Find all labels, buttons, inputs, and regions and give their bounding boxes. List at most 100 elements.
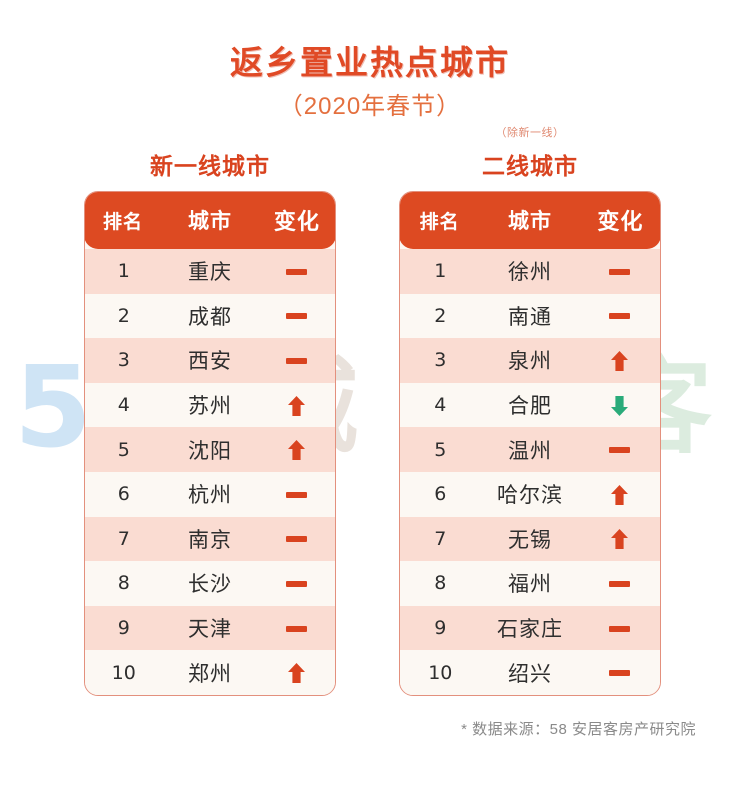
table-row: 5 温州: [400, 427, 660, 472]
dash-flat-icon: [285, 268, 307, 275]
arrow-up-icon: [611, 484, 629, 505]
dash-flat-icon: [285, 357, 307, 364]
cell-city: 苏州: [188, 395, 232, 419]
table-row: 10 郑州: [85, 650, 335, 695]
cell-change: [258, 304, 336, 328]
cell-rank: 7: [434, 527, 447, 550]
dash-flat-icon: [285, 313, 307, 320]
cell-change: [258, 393, 336, 417]
cell-rank: 5: [434, 438, 447, 461]
cell-city: 石家庄: [496, 618, 563, 642]
cell-rank: 8: [434, 572, 447, 595]
cell-rank: 8: [117, 572, 130, 595]
cell-rank: 1: [434, 260, 447, 283]
table-header-row: 排名 城市 变化: [85, 192, 335, 249]
cell-city: 杭州: [188, 484, 232, 508]
table-row: 9 石家庄: [400, 605, 660, 651]
dash-flat-icon: [609, 447, 631, 454]
table-row: 8 长沙: [85, 561, 335, 606]
table-row: 3 西安: [85, 338, 335, 383]
cell-rank: 6: [434, 483, 447, 506]
cell-rank: 9: [117, 617, 130, 640]
cell-city: 长沙: [188, 573, 232, 597]
cell-change: [258, 616, 336, 640]
cell-change: [258, 571, 336, 595]
dash-flat-icon: [285, 491, 307, 498]
cell-change: [579, 259, 660, 283]
table-row: 7 南京: [85, 516, 336, 562]
cell-change: [258, 438, 336, 462]
section-heading-new-first-tier: 新一线城市: [150, 153, 270, 179]
page-subtitle: （2020年春节）: [278, 93, 462, 120]
cell-city: 南京: [188, 528, 232, 552]
column-header-rank: 排名: [103, 210, 144, 233]
dash-flat-icon: [285, 580, 307, 587]
cell-change: [579, 527, 660, 551]
column-header-city: 城市: [187, 210, 232, 233]
cell-change: [258, 527, 336, 551]
column-header-rank: 排名: [419, 210, 460, 233]
dash-flat-icon: [609, 268, 631, 275]
cell-change: [579, 661, 660, 685]
table-row: 3 泉州: [400, 338, 660, 383]
arrow-up-icon: [611, 350, 629, 371]
ranking-card-second-tier: 排名 城市 变化 1 徐州 2 南通 3 泉州 4 合肥 5 温州 6 哈尔滨 7 无锡 8 福州 9 石家庄 10…: [399, 191, 661, 696]
arrow-up-icon: [287, 395, 305, 416]
cell-rank: 3: [117, 349, 130, 372]
cell-change: [579, 571, 660, 595]
cell-rank: 7: [117, 527, 130, 550]
table-row: 10 绍兴: [400, 650, 660, 695]
cell-rank: 10: [428, 661, 453, 684]
dash-flat-icon: [285, 536, 307, 543]
cell-city: 南通: [507, 305, 552, 329]
cell-city: 温州: [507, 439, 552, 463]
cell-city: 泉州: [507, 350, 552, 374]
cell-rank: 4: [434, 394, 447, 417]
cell-change: [258, 259, 336, 283]
cell-city: 郑州: [188, 662, 232, 686]
table-row: 6 杭州: [85, 471, 336, 517]
cell-rank: 2: [117, 304, 130, 327]
cell-city: 哈尔滨: [496, 484, 563, 508]
arrow-up-icon: [287, 440, 305, 461]
table-row: 2 成都: [85, 293, 336, 339]
section-note-second-tier: （除新一线）: [495, 127, 565, 139]
cell-city: 无锡: [507, 528, 552, 552]
column-header-city: 城市: [507, 210, 552, 233]
table-row: 4 苏州: [85, 382, 336, 428]
cell-city: 绍兴: [507, 662, 552, 686]
table-body-second-tier: 1 徐州 2 南通 3 泉州 4 合肥 5 温州 6 哈尔滨 7 无锡 8 福州 9 石家庄 10 绍兴: [400, 249, 660, 695]
cell-rank: 4: [117, 394, 130, 417]
section-heading-second-tier: 二线城市: [482, 153, 578, 179]
cell-rank: 2: [434, 304, 447, 327]
dash-flat-icon: [609, 580, 631, 587]
table-row: 4 合肥: [400, 382, 660, 428]
column-header-change: 变化: [597, 209, 644, 234]
cell-city: 西安: [188, 350, 232, 374]
cell-city: 重庆: [188, 261, 232, 285]
arrow-up-icon: [611, 529, 629, 550]
table-header-row: 排名 城市 变化: [400, 192, 660, 249]
cell-city: 福州: [507, 573, 552, 597]
cell-change: [579, 348, 660, 372]
cell-rank: 6: [117, 483, 130, 506]
dash-flat-icon: [285, 625, 307, 632]
table-row: 5 沈阳: [85, 427, 335, 472]
table-row: 7 无锡: [400, 516, 660, 562]
cell-change: [258, 482, 336, 506]
dash-flat-icon: [609, 670, 631, 677]
table-row: 1 重庆: [85, 249, 335, 294]
cell-change: [579, 482, 660, 506]
cell-change: [258, 348, 336, 372]
cell-rank: 9: [434, 617, 447, 640]
table-body-new-first-tier: 1 重庆 2 成都 3 西安 4 苏州 5 沈阳 6 杭州 7 南京 8 长沙 9 天津 10 郑州: [85, 249, 335, 695]
dash-flat-icon: [609, 313, 631, 320]
arrow-down-icon: [611, 395, 629, 416]
cell-change: [579, 616, 660, 640]
table-row: 8 福州: [400, 561, 660, 606]
table-row: 1 徐州: [400, 249, 660, 294]
cell-change: [579, 393, 660, 417]
ranking-card-new-first-tier: 排名 城市 变化 1 重庆 2 成都 3 西安 4 苏州 5 沈阳 6 杭州 7 南京 8 长沙 9 天津 10 郑州: [84, 191, 336, 696]
arrow-up-icon: [287, 663, 305, 684]
table-row: 6 哈尔滨: [400, 471, 660, 517]
